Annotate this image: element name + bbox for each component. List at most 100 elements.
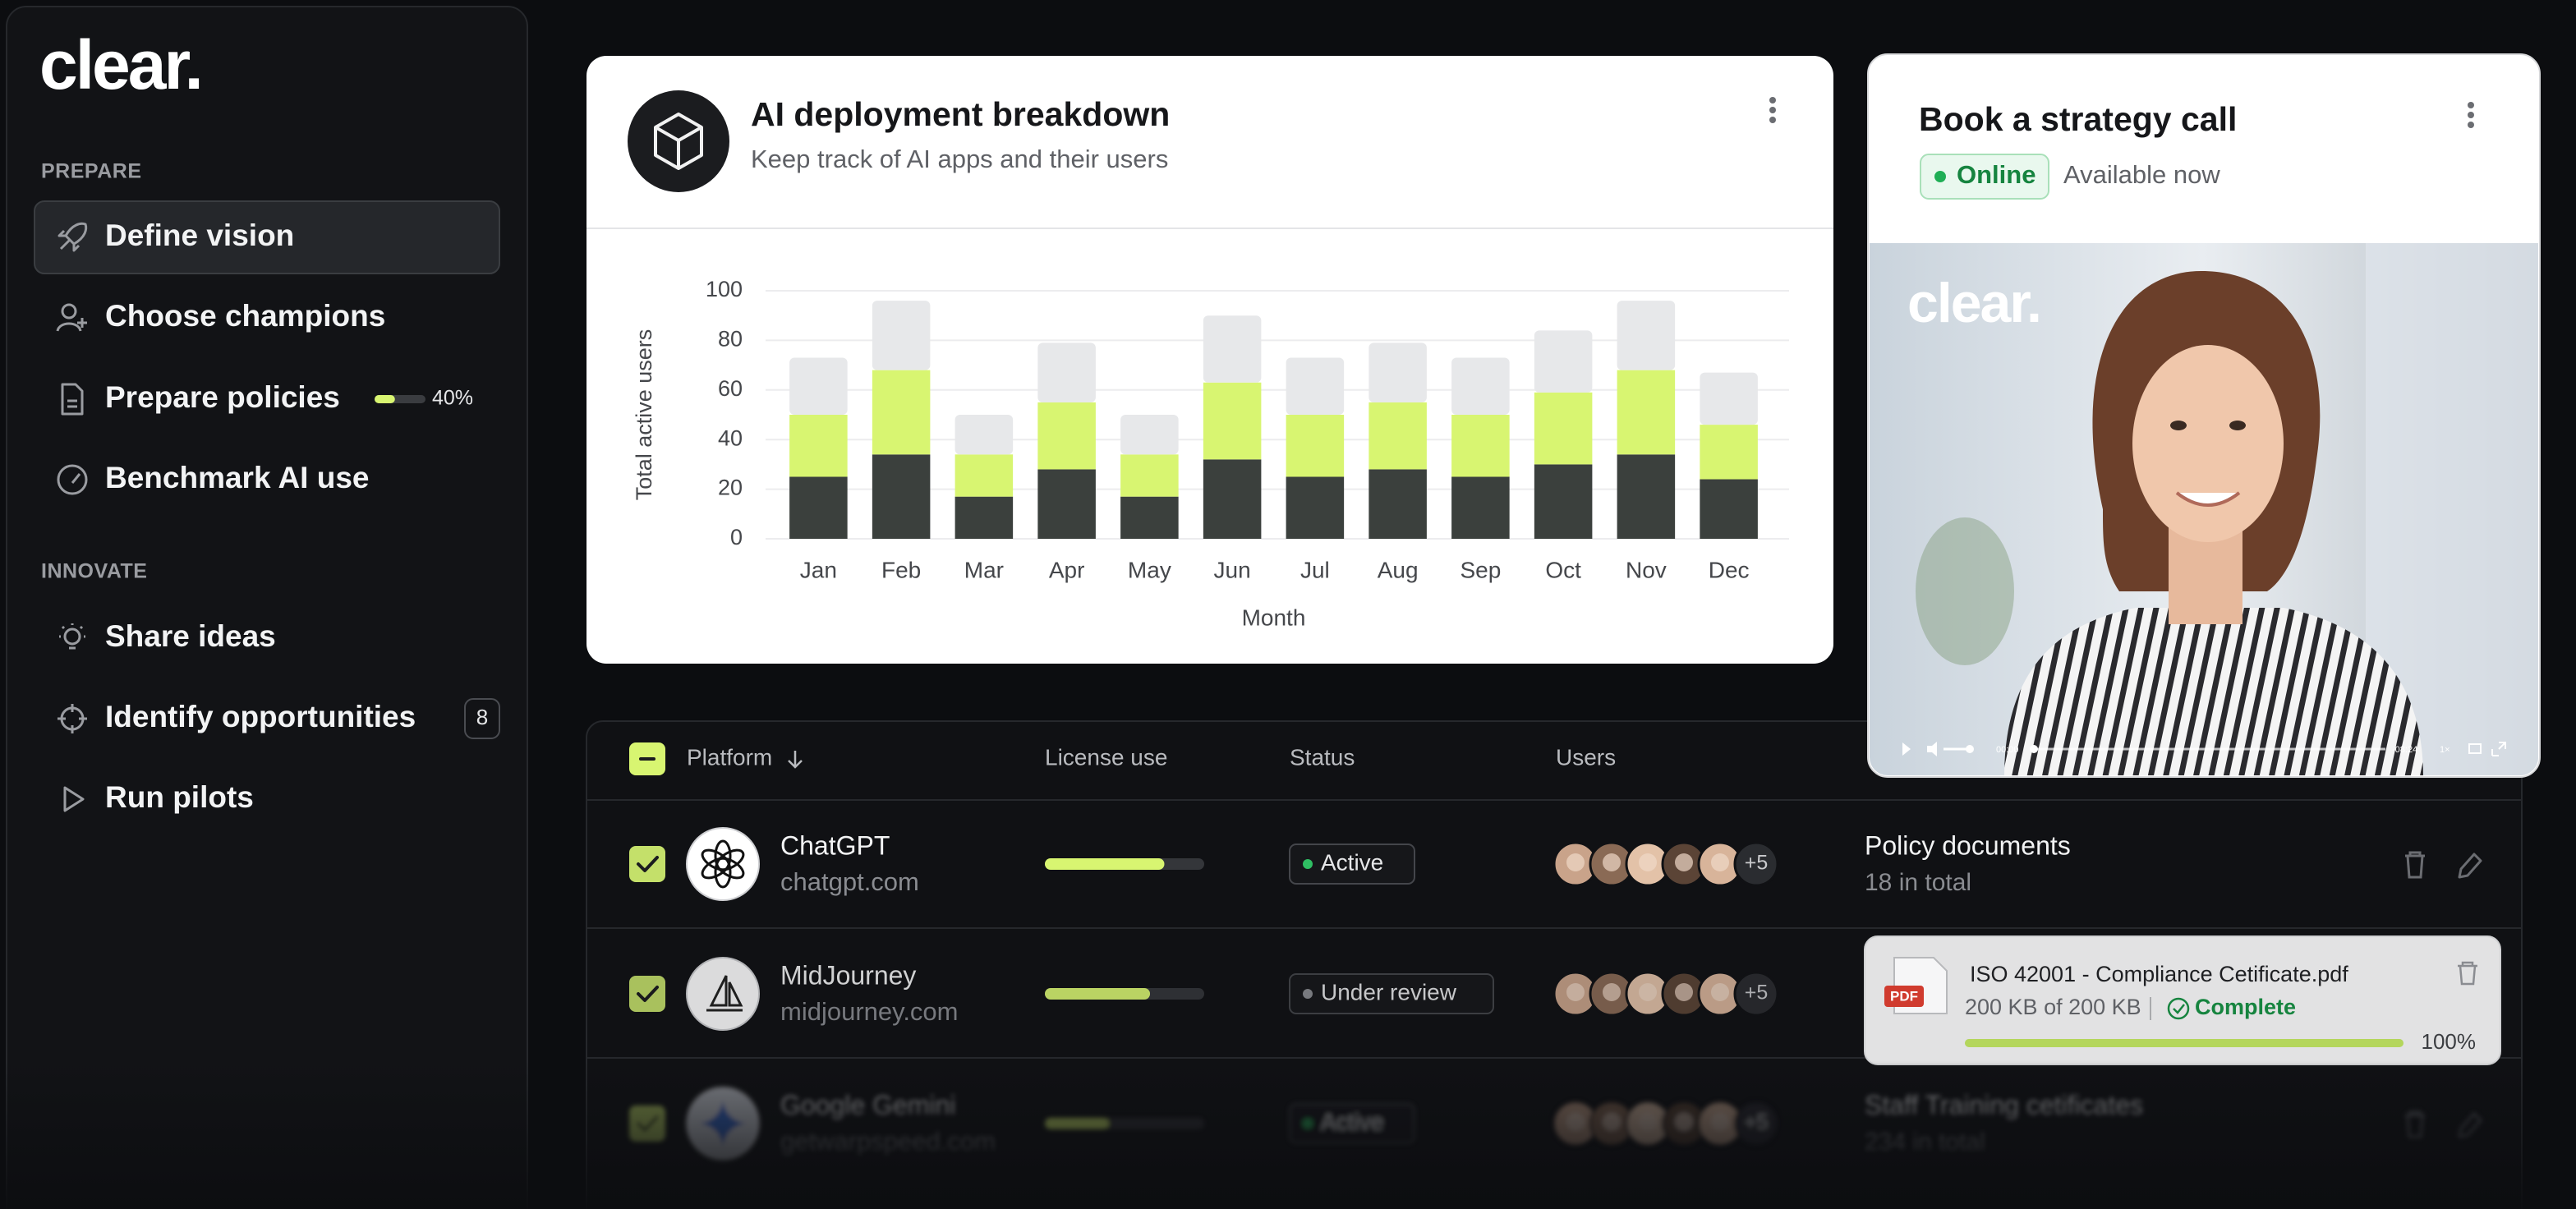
x-tick-label: Oct bbox=[1545, 557, 1581, 582]
status-dot bbox=[1934, 171, 1946, 182]
bar-segment bbox=[1286, 476, 1345, 539]
platform-name: ChatGPT bbox=[780, 830, 890, 860]
x-tick-label: Sep bbox=[1460, 557, 1501, 582]
icon bbox=[59, 623, 85, 650]
file-type: PDF bbox=[1890, 988, 1918, 1004]
nav-item[interactable]: Benchmark AI use bbox=[57, 461, 369, 495]
column-header: Status bbox=[1290, 744, 1355, 770]
delete-button[interactable] bbox=[2458, 961, 2477, 986]
menu-dot bbox=[2468, 112, 2474, 118]
column-header: Users bbox=[1556, 744, 1616, 770]
bar-segment bbox=[1286, 415, 1345, 477]
bar-segment bbox=[1037, 402, 1096, 470]
bar-segment bbox=[1451, 415, 1510, 477]
avatar-face bbox=[1566, 853, 1585, 871]
license-fill bbox=[1045, 858, 1165, 870]
nav-icon bbox=[59, 623, 85, 650]
bar-segment bbox=[872, 301, 931, 370]
volume-icon bbox=[1927, 742, 1937, 756]
nav-item[interactable]: Identify opportunities 8 bbox=[58, 698, 500, 739]
shirt bbox=[2004, 608, 2423, 775]
bar-segment bbox=[1286, 357, 1345, 415]
icon bbox=[61, 383, 84, 416]
upload-fill bbox=[1965, 1039, 2404, 1047]
x-tick-label: May bbox=[1128, 557, 1171, 582]
delete-button[interactable] bbox=[2405, 851, 2425, 879]
nav-item[interactable]: Share ideas bbox=[59, 619, 276, 653]
face bbox=[2132, 345, 2284, 542]
play-button[interactable] bbox=[1902, 742, 1911, 756]
video[interactable]: clear. 00:00 -08:24 1× bbox=[1870, 243, 2538, 777]
x-tick-label: Aug bbox=[1378, 557, 1419, 582]
nav-item[interactable]: Define vision bbox=[34, 200, 500, 274]
avatar-more bbox=[1733, 841, 1779, 887]
bar-segment bbox=[1617, 370, 1676, 455]
nav-label: Share ideas bbox=[105, 619, 276, 653]
bar-segment bbox=[1120, 496, 1179, 539]
row-checkbox[interactable] bbox=[629, 846, 665, 882]
badge-count: 8 bbox=[476, 705, 488, 729]
bar-segment bbox=[789, 476, 848, 539]
column-header[interactable]: Platform bbox=[687, 744, 772, 770]
status-label: Active bbox=[1321, 849, 1383, 875]
bar-segment bbox=[1451, 476, 1510, 539]
video-controls: 00:00 -08:24 1× bbox=[1902, 742, 2506, 756]
avatar-more-count: +5 bbox=[1745, 852, 1769, 875]
bar-segment bbox=[1700, 479, 1758, 539]
file-name: ISO 42001 - Compliance Cetificate.pdf bbox=[1970, 962, 2348, 986]
file-type-badge bbox=[1884, 986, 1924, 1007]
nav-item[interactable]: Prepare policies 40% bbox=[61, 380, 473, 416]
eye bbox=[2229, 421, 2246, 430]
trash-icon bbox=[2405, 851, 2425, 879]
edit-icon bbox=[2458, 853, 2482, 879]
select-all-checkbox[interactable] bbox=[629, 742, 665, 775]
bar-segment bbox=[1534, 464, 1593, 539]
bar-segment bbox=[1368, 342, 1427, 402]
menu-button[interactable] bbox=[1769, 97, 1776, 123]
x-tick-label: Jul bbox=[1300, 557, 1330, 582]
avatar-face bbox=[1675, 853, 1693, 871]
edit-button[interactable] bbox=[2458, 853, 2482, 879]
icon bbox=[63, 786, 85, 812]
speed: 1× bbox=[2440, 745, 2450, 755]
nav-item[interactable]: Run pilots bbox=[63, 780, 254, 814]
y-tick-label: 0 bbox=[730, 525, 743, 549]
icon bbox=[71, 473, 81, 484]
bar-segment bbox=[789, 415, 848, 477]
avatar-face bbox=[1603, 983, 1621, 1001]
nav-item[interactable]: Choose champions bbox=[56, 299, 385, 333]
bar-segment bbox=[1203, 315, 1262, 383]
row-checkbox[interactable] bbox=[629, 976, 665, 1012]
nav-icon bbox=[57, 464, 88, 495]
smile bbox=[2175, 491, 2241, 507]
x-tick-label: Apr bbox=[1049, 557, 1085, 582]
nav-label: Benchmark AI use bbox=[105, 461, 369, 494]
bar-segment bbox=[1120, 454, 1179, 497]
bar-segment bbox=[954, 496, 1014, 539]
section-label: INNOVATE bbox=[41, 560, 147, 583]
card-subtitle: Keep track of AI apps and their users bbox=[751, 145, 1168, 173]
pip-icon bbox=[2468, 743, 2482, 754]
progress-fill bbox=[375, 395, 395, 403]
logo-knot bbox=[701, 848, 731, 871]
nav-icon bbox=[61, 383, 84, 416]
bar-segment bbox=[954, 415, 1014, 455]
complete-icon bbox=[2167, 997, 2190, 1020]
menu-button[interactable] bbox=[2468, 102, 2474, 128]
status-pill bbox=[1289, 844, 1415, 885]
scrubber-knob bbox=[2030, 745, 2038, 753]
table-row: MidJourney midjourney.com Under review +5 bbox=[629, 957, 1779, 1031]
x-tick-label: Jan bbox=[800, 557, 837, 582]
x-tick-label: Jun bbox=[1214, 557, 1251, 582]
complete-check bbox=[2173, 1004, 2185, 1014]
neck bbox=[2169, 526, 2242, 624]
trash-icon bbox=[2458, 961, 2477, 986]
bar-segment bbox=[872, 370, 931, 455]
bar-segment bbox=[789, 357, 848, 415]
table-row: ChatGPT chatgpt.com Active +5 Policy documen… bbox=[629, 827, 2482, 901]
avatar-face bbox=[1603, 853, 1621, 871]
volume-knob bbox=[1966, 745, 1974, 753]
document-title: Policy documents bbox=[1865, 830, 2071, 860]
